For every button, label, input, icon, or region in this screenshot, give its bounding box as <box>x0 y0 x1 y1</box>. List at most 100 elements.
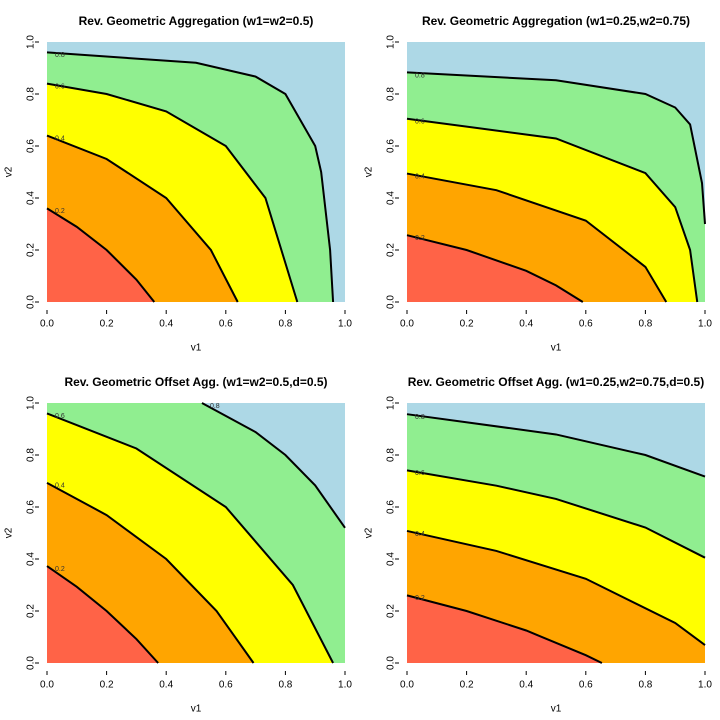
y-axis-label: v2 <box>4 166 15 177</box>
contour-label: 0.2 <box>415 235 425 242</box>
x-tick-label: 0.4 <box>519 319 533 330</box>
x-tick-label: 0.0 <box>400 319 414 330</box>
contour-label: 0.4 <box>415 173 425 180</box>
y-tick-label: 0.4 <box>26 552 37 566</box>
contour-line <box>46 134 239 303</box>
y-tick-label: 1.0 <box>386 396 397 410</box>
chart-title: Rev. Geometric Offset Agg. (w1=0.25,w2=0… <box>408 375 704 389</box>
fill-region <box>47 566 159 663</box>
y-tick-label: 0.2 <box>386 604 397 618</box>
contour-label: 0.2 <box>55 566 65 573</box>
panel: Rev. Geometric Aggregation (w1=0.25,w2=0… <box>364 14 713 353</box>
y-tick-label: 1.0 <box>386 35 397 49</box>
x-axis-label: v1 <box>551 343 562 354</box>
y-tick-label: 0.0 <box>26 656 37 670</box>
y-tick-label: 0.6 <box>26 500 37 514</box>
contour-label: 0.6 <box>55 83 65 90</box>
fill-region <box>47 208 155 302</box>
y-tick-label: 0.6 <box>386 500 397 514</box>
x-tick-label: 0.2 <box>460 680 474 691</box>
contour-label: 0.8 <box>415 72 425 79</box>
contour-label: 0.8 <box>55 52 65 59</box>
contour-label: 0.2 <box>415 595 425 602</box>
contour-label: 0.4 <box>55 135 65 142</box>
x-axis-label: v1 <box>551 704 562 715</box>
contour-line <box>406 529 706 646</box>
x-tick-label: 0.4 <box>159 319 173 330</box>
x-tick-label: 1.0 <box>698 319 712 330</box>
contour-line <box>201 402 346 529</box>
x-axis-label: v1 <box>191 704 202 715</box>
y-tick-label: 0.2 <box>26 243 37 257</box>
x-tick-label: 1.0 <box>338 319 352 330</box>
x-tick-label: 0.4 <box>519 680 533 691</box>
contour-label: 0.6 <box>55 413 65 420</box>
contour-label: 0.4 <box>415 531 425 538</box>
contour-label: 0.2 <box>55 208 65 215</box>
x-tick-label: 0.0 <box>40 680 54 691</box>
contour-line <box>406 469 706 559</box>
y-tick-label: 0.4 <box>386 191 397 205</box>
y-tick-label: 1.0 <box>26 396 37 410</box>
contour-line <box>46 82 299 303</box>
x-tick-label: 0.0 <box>40 319 54 330</box>
y-tick-label: 0.2 <box>26 604 37 618</box>
x-tick-label: 0.8 <box>278 319 292 330</box>
x-tick-label: 0.8 <box>278 680 292 691</box>
x-tick-label: 0.2 <box>460 319 474 330</box>
panel: Rev. Geometric Offset Agg. (w1=0.25,w2=0… <box>364 375 713 714</box>
contour-label: 0.4 <box>55 483 65 490</box>
y-tick-label: 0.2 <box>386 243 397 257</box>
y-tick-label: 0.8 <box>386 448 397 462</box>
y-axis-label: v2 <box>364 166 375 177</box>
y-tick-label: 0.6 <box>26 139 37 153</box>
contour-line <box>46 565 159 664</box>
x-tick-label: 1.0 <box>338 680 352 691</box>
contour-label: 0.8 <box>210 403 220 410</box>
y-tick-label: 0.8 <box>26 87 37 101</box>
fill-region <box>407 235 583 302</box>
panel: Rev. Geometric Aggregation (w1=w2=0.5) 0.… <box>4 14 353 353</box>
x-tick-label: 0.0 <box>400 680 414 691</box>
contour-line <box>46 412 334 664</box>
x-tick-label: 0.6 <box>219 680 233 691</box>
x-tick-label: 0.8 <box>638 319 652 330</box>
y-tick-label: 1.0 <box>26 35 37 49</box>
chart-title: Rev. Geometric Aggregation (w1=w2=0.5) <box>79 14 314 28</box>
y-tick-label: 0.6 <box>386 139 397 153</box>
contour-line <box>406 172 668 303</box>
y-tick-label: 0.0 <box>386 656 397 670</box>
panel: Rev. Geometric Offset Agg. (w1=w2=0.5,d=… <box>4 375 353 714</box>
y-tick-label: 0.0 <box>386 295 397 309</box>
fill-region <box>407 595 602 663</box>
x-tick-label: 0.6 <box>579 319 593 330</box>
contour-line <box>406 234 584 303</box>
chart-title: Rev. Geometric Aggregation (w1=0.25,w2=0… <box>422 14 690 28</box>
x-tick-label: 1.0 <box>698 680 712 691</box>
y-tick-label: 0.0 <box>26 295 37 309</box>
y-tick-label: 0.8 <box>26 448 37 462</box>
y-axis-label: v2 <box>364 527 375 538</box>
y-tick-label: 0.4 <box>386 552 397 566</box>
contour-line <box>46 481 255 664</box>
contour-line <box>46 51 335 303</box>
contour-line <box>406 594 603 664</box>
y-axis-label: v2 <box>4 527 15 538</box>
contour-line <box>406 71 706 225</box>
x-tick-label: 0.6 <box>579 680 593 691</box>
y-tick-label: 0.4 <box>26 191 37 205</box>
contour-label: 0.6 <box>415 119 425 126</box>
x-axis-label: v1 <box>191 343 202 354</box>
contour-line <box>406 117 699 303</box>
x-tick-label: 0.8 <box>638 680 652 691</box>
x-tick-label: 0.2 <box>100 319 114 330</box>
contour-line <box>46 207 156 303</box>
contour-label: 0.6 <box>415 470 425 477</box>
contour-label: 0.8 <box>415 414 425 421</box>
x-tick-label: 0.4 <box>159 680 173 691</box>
x-tick-label: 0.6 <box>219 319 233 330</box>
y-tick-label: 0.8 <box>386 87 397 101</box>
x-tick-label: 0.2 <box>100 680 114 691</box>
